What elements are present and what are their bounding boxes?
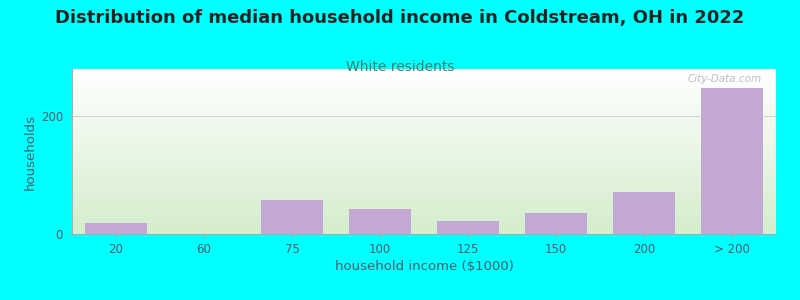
Bar bbox=[86, 224, 147, 234]
Bar bbox=[437, 221, 499, 234]
Bar bbox=[701, 88, 763, 234]
Bar bbox=[526, 213, 587, 234]
Bar bbox=[614, 192, 675, 234]
Bar bbox=[349, 209, 411, 234]
Text: Distribution of median household income in Coldstream, OH in 2022: Distribution of median household income … bbox=[55, 9, 745, 27]
Bar bbox=[261, 200, 322, 234]
Y-axis label: households: households bbox=[23, 113, 37, 190]
Text: White residents: White residents bbox=[346, 60, 454, 74]
Text: City-Data.com: City-Data.com bbox=[688, 74, 762, 84]
X-axis label: household income ($1000): household income ($1000) bbox=[334, 260, 514, 273]
